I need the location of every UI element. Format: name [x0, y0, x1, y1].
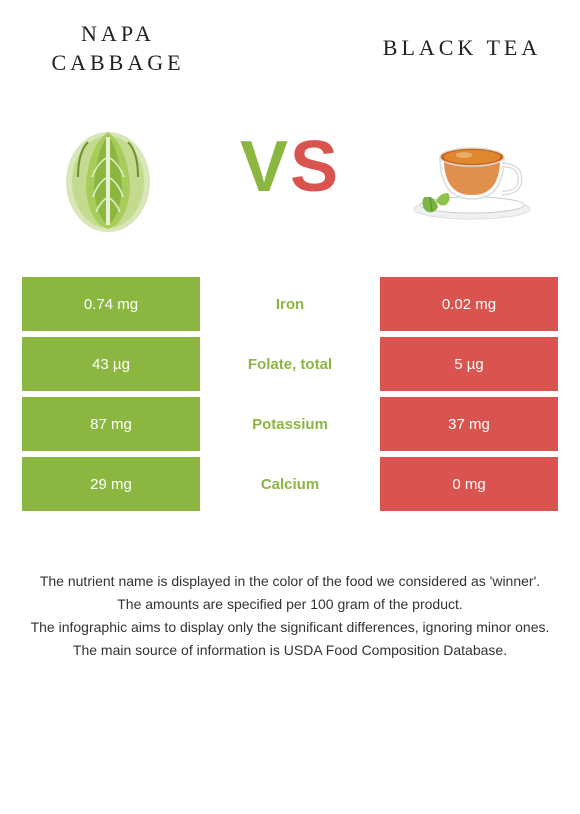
right-food-title: Black tea	[362, 34, 562, 63]
images-row: VS	[18, 97, 562, 237]
header: Napa cabbage Black tea	[18, 20, 562, 77]
napa-cabbage-icon	[38, 97, 178, 237]
left-title-box: Napa cabbage	[18, 20, 218, 77]
nutrient-label-cell: Potassium	[200, 397, 380, 451]
right-value-cell: 37 mg	[380, 397, 558, 451]
right-value-cell: 0.02 mg	[380, 277, 558, 331]
comparison-table: 0.74 mgIron0.02 mg 43 µgFolate, total5 µg…	[18, 277, 562, 511]
right-value-cell: 0 mg	[380, 457, 558, 511]
left-value-cell: 29 mg	[22, 457, 200, 511]
table-row: 0.74 mgIron0.02 mg	[22, 277, 558, 331]
right-value-cell: 5 µg	[380, 337, 558, 391]
vs-label: VS	[240, 126, 340, 208]
left-value-cell: 87 mg	[22, 397, 200, 451]
footer-line-3: The infographic aims to display only the…	[28, 617, 552, 638]
table-row: 43 µgFolate, total5 µg	[22, 337, 558, 391]
nutrient-label-cell: Folate, total	[200, 337, 380, 391]
footer-line-2: The amounts are specified per 100 gram o…	[28, 594, 552, 615]
left-value-cell: 0.74 mg	[22, 277, 200, 331]
black-tea-icon	[402, 97, 542, 237]
left-value-cell: 43 µg	[22, 337, 200, 391]
nutrient-label-cell: Iron	[200, 277, 380, 331]
right-title-box: Black tea	[362, 34, 562, 63]
vs-v: V	[240, 127, 290, 207]
vs-s: S	[290, 127, 340, 207]
footer-notes: The nutrient name is displayed in the co…	[18, 571, 562, 661]
left-food-title: Napa cabbage	[18, 20, 218, 77]
table-row: 87 mgPotassium37 mg	[22, 397, 558, 451]
footer-line-4: The main source of information is USDA F…	[28, 640, 552, 661]
footer-line-1: The nutrient name is displayed in the co…	[28, 571, 552, 592]
table-row: 29 mgCalcium0 mg	[22, 457, 558, 511]
nutrient-label-cell: Calcium	[200, 457, 380, 511]
